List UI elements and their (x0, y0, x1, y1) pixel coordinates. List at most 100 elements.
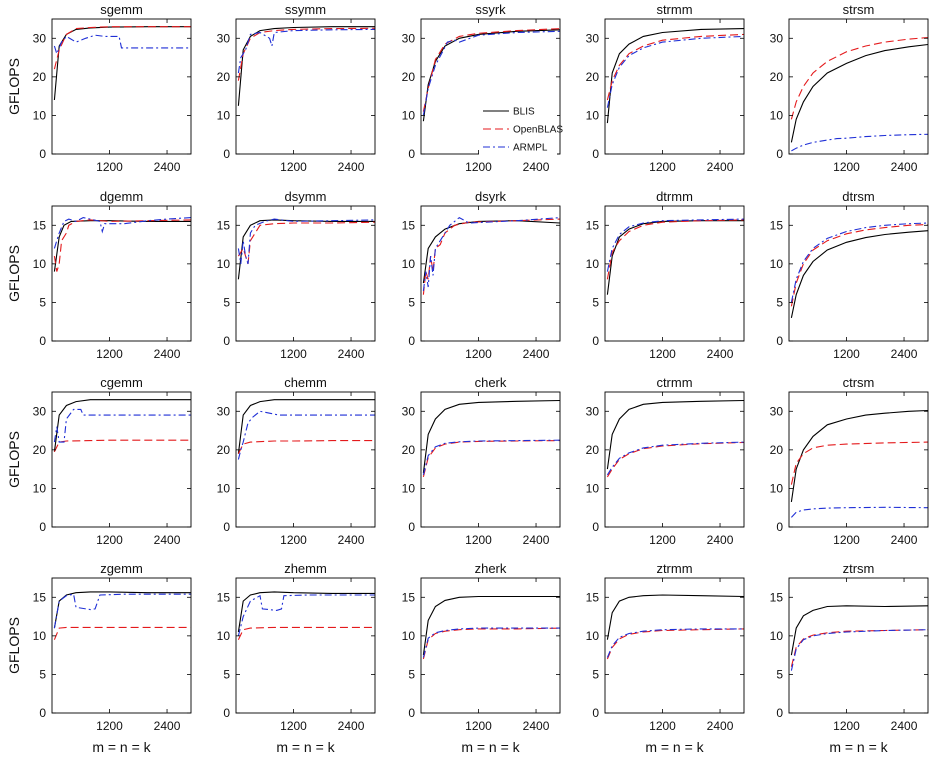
y-tick-label: 10 (217, 629, 231, 643)
panel-title: dtrmm (656, 189, 693, 204)
y-tick-label: 30 (586, 31, 600, 45)
x-tick-label: 1200 (649, 533, 676, 547)
x-tick-label: 2400 (154, 533, 181, 547)
series-line-armpl (606, 218, 744, 272)
y-tick-label: 10 (217, 257, 231, 271)
y-axis-label: GFLOPS (6, 245, 22, 302)
series-line-openblas (422, 627, 560, 660)
x-tick-label: 2400 (338, 160, 365, 174)
x-tick-label: 1200 (280, 160, 307, 174)
series-line-blis (606, 399, 744, 470)
y-tick-label: 10 (586, 257, 600, 271)
series-line-armpl (53, 408, 191, 443)
y-tick-label: 15 (217, 590, 231, 604)
y-tick-label: 10 (586, 481, 600, 495)
series-line-openblas (606, 33, 744, 101)
series-line-openblas (53, 219, 191, 272)
series-line-blis (53, 399, 191, 452)
x-tick-label: 2400 (523, 719, 550, 733)
y-tick-label: 30 (217, 31, 231, 45)
series-line-openblas (422, 28, 560, 112)
x-tick-label: 1200 (649, 160, 676, 174)
series-line-armpl (790, 629, 928, 671)
series-line-blis (237, 26, 375, 106)
series-line-openblas (422, 440, 560, 478)
panel-title: chemm (284, 375, 327, 390)
x-tick-label: 1200 (280, 719, 307, 733)
x-tick-label: 2400 (891, 533, 918, 547)
axes-box (604, 577, 745, 714)
y-tick-label: 20 (402, 70, 416, 84)
x-tick-label: 2400 (338, 533, 365, 547)
y-tick-label: 30 (402, 404, 416, 418)
panel-dgemm: dgemm 0 5 10 15 1200 2400 GFLOPS (6, 189, 192, 361)
axes-box (235, 391, 376, 528)
axes-box (788, 205, 929, 342)
series-line-blis (422, 595, 560, 656)
series-line-openblas (790, 36, 928, 120)
x-tick-label: 2400 (891, 719, 918, 733)
panel-ssyrk: ssyrk 0 10 20 30 1200 2400 BLIS OpenBLAS ARMPL (402, 2, 564, 174)
y-tick-label: 10 (402, 257, 416, 271)
panel-cgemm: cgemm 0 10 20 30 1200 2400 GFLOPS (6, 375, 192, 547)
y-axis-label: GFLOPS (6, 617, 22, 674)
series-line-blis (237, 399, 375, 454)
y-tick-label: 15 (586, 218, 600, 232)
panel-ctrsm: ctrsm 0 10 20 30 1200 2400 (770, 375, 929, 547)
x-tick-label: 1200 (96, 160, 123, 174)
series-line-armpl (422, 30, 560, 116)
series-line-blis (606, 28, 744, 124)
y-tick-label: 30 (586, 404, 600, 418)
series-line-armpl (606, 628, 744, 658)
series-line-blis (53, 26, 191, 101)
series-line-blis (422, 399, 560, 474)
panel-title: strmm (656, 2, 692, 17)
panel-chemm: chemm 0 10 20 30 1200 2400 (217, 375, 376, 547)
x-tick-label: 1200 (465, 719, 492, 733)
y-tick-label: 10 (33, 481, 47, 495)
x-tick-label: 1200 (833, 347, 860, 361)
panel-zgemm: zgemm 0 5 10 15 1200 2400 GFLOPS m = n = k (6, 561, 192, 755)
series-line-openblas (606, 219, 744, 280)
x-tick-label: 1200 (280, 347, 307, 361)
y-tick-label: 0 (408, 334, 415, 348)
x-tick-label: 2400 (891, 160, 918, 174)
y-tick-label: 10 (770, 257, 784, 271)
y-tick-label: 15 (33, 218, 47, 232)
x-tick-label: 1200 (96, 719, 123, 733)
panel-title: zhemm (284, 561, 327, 576)
y-tick-label: 15 (217, 218, 231, 232)
series-line-openblas (790, 223, 928, 307)
x-tick-label: 2400 (523, 533, 550, 547)
axes-box (51, 577, 192, 714)
series-line-armpl (790, 222, 928, 303)
y-tick-label: 10 (586, 108, 600, 122)
axes-box (604, 205, 745, 342)
y-tick-label: 0 (776, 706, 783, 720)
panel-title: dsyrk (475, 189, 507, 204)
series-line-openblas (790, 441, 928, 485)
y-tick-label: 30 (770, 31, 784, 45)
series-line-openblas (237, 27, 375, 81)
x-tick-label: 1200 (96, 533, 123, 547)
x-tick-label: 2400 (707, 160, 734, 174)
axes-box (420, 577, 561, 714)
y-tick-label: 5 (776, 295, 783, 309)
x-axis-label: m = n = k (461, 739, 520, 755)
axes-box (788, 577, 929, 714)
y-tick-label: 30 (402, 31, 416, 45)
y-tick-label: 5 (408, 295, 415, 309)
x-tick-label: 2400 (891, 347, 918, 361)
y-tick-label: 0 (408, 520, 415, 534)
series-line-blis (53, 591, 191, 629)
series-line-armpl (237, 594, 375, 637)
y-tick-label: 5 (39, 295, 46, 309)
series-line-blis (790, 409, 928, 502)
panel-ssymm: ssymm 0 10 20 30 1200 2400 (217, 2, 376, 174)
x-tick-label: 1200 (833, 719, 860, 733)
x-axis-label: m = n = k (276, 739, 335, 755)
y-axis-label: GFLOPS (6, 58, 22, 115)
legend-label-openblas: OpenBLAS (513, 125, 563, 136)
panel-dsymm: dsymm 0 5 10 15 1200 2400 (217, 189, 376, 361)
